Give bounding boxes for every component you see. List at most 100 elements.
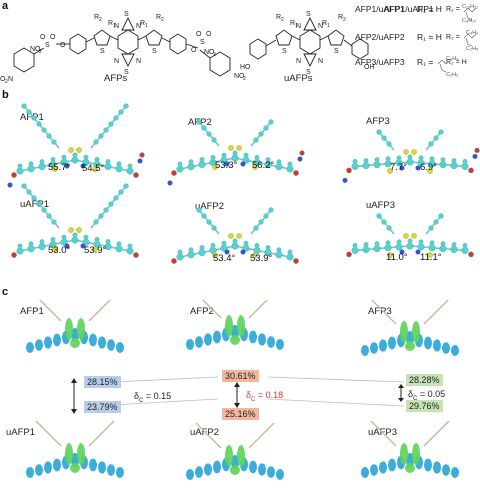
alkyl-bond <box>385 435 392 442</box>
molecule-model-5 <box>171 207 299 264</box>
panel-a-letter: a <box>2 0 9 12</box>
cyan-lobe <box>442 342 450 354</box>
carbon-atom <box>196 119 202 125</box>
sulfur-atom <box>427 252 433 258</box>
green-lobe <box>230 465 240 475</box>
svg-text:NO: NO <box>204 49 215 56</box>
sulfur-atom <box>92 166 98 172</box>
carbon-atom <box>376 129 382 135</box>
sulfur-atom <box>411 233 417 239</box>
carbon-atom <box>21 183 27 189</box>
svg-text:NO: NO <box>30 46 41 53</box>
svg-text:R: R <box>276 14 281 21</box>
svg-text:O: O <box>60 42 66 49</box>
svg-text:R: R <box>290 20 295 27</box>
carbon-atom <box>268 119 274 125</box>
sulfur-atom <box>68 147 74 153</box>
cyan-lobe <box>89 458 97 472</box>
sulfur-atom <box>228 233 234 239</box>
cyan-lobe <box>35 464 43 476</box>
nitrogen-atom <box>64 243 70 249</box>
oxygen-atom <box>468 167 474 174</box>
alkyl-bond <box>215 442 222 449</box>
svg-text:O: O <box>206 31 212 38</box>
alkyl-bond <box>423 440 430 447</box>
oxygen-atom <box>468 251 474 258</box>
sulfur-atom <box>92 246 98 252</box>
cyan-lobe <box>388 458 396 472</box>
nitrogen-atom <box>472 153 478 159</box>
cyan-lobe <box>370 342 378 354</box>
alkyl-bond <box>98 430 105 437</box>
svg-text:O: O <box>196 31 202 38</box>
cyan-lobe <box>361 345 369 356</box>
afps-atom-n2: N <box>136 23 141 30</box>
alkyl-bond <box>205 432 212 439</box>
uafps-thiophene-right <box>327 29 345 46</box>
green-lobe <box>400 321 408 343</box>
label-uafps: uAFPs <box>284 73 313 84</box>
afps-thiophene-right <box>145 29 163 46</box>
molecule-model-1 <box>7 103 145 188</box>
alkyl-bond <box>438 303 445 310</box>
cyan-lobe <box>53 333 61 347</box>
cyan-lobe <box>204 463 212 476</box>
alkyl-bond <box>253 437 260 444</box>
sulfur-atom <box>76 147 82 153</box>
legend-row-2-r2: R₂ = <box>446 34 460 41</box>
afps-sulfonyl-right: O <box>191 47 197 54</box>
svg-text:O: O <box>40 34 46 41</box>
legend-row-1-pair: AFP1/uAFP1 <box>355 4 405 14</box>
afps-atom-n1: N <box>114 23 119 30</box>
panel-c-connectors <box>111 376 405 407</box>
panel-c-letter: c <box>2 286 9 298</box>
cyan-lobe <box>53 458 61 472</box>
alkyl-bond <box>50 310 57 317</box>
sulfur-atom <box>236 145 242 151</box>
pct-uafp3: 29.76% <box>406 400 443 412</box>
afps-atom-s-right: S <box>152 48 157 55</box>
carbon-atom <box>196 207 202 213</box>
sulfur-atom <box>387 252 393 258</box>
alkyl-bond <box>50 435 57 442</box>
green-lobe <box>405 341 415 351</box>
green-lobe <box>412 321 420 343</box>
label-uafp3: uAFP3 <box>366 200 396 211</box>
oxygen-atom <box>293 258 299 264</box>
label-afps: AFPs <box>104 73 128 84</box>
angle-afp3-right: 6.9° <box>420 162 438 173</box>
cyan-lobe <box>116 467 124 478</box>
cyan-lobe <box>35 339 43 351</box>
cyan-lobe <box>186 339 194 350</box>
carbon-atom <box>438 129 444 135</box>
afps-sulfonyl-left: S <box>45 42 50 49</box>
uafps-phenol-left <box>249 38 267 60</box>
alkyl-bond <box>202 300 207 304</box>
alkyl-bond <box>40 425 47 432</box>
green-lobe <box>230 335 240 345</box>
afps-atom-n4: N <box>136 58 141 65</box>
alkyl-bond <box>370 420 377 427</box>
alkyl-bond <box>45 305 52 312</box>
svg-text:N: N <box>318 23 323 30</box>
alkyl-bond <box>210 307 217 314</box>
legend-row-1-r2: R₂ = <box>446 6 460 13</box>
cyan-lobe <box>276 339 284 350</box>
molecule-model-3 <box>342 129 480 183</box>
afps-nitro-left-1: O <box>0 76 6 83</box>
cyan-lobe <box>44 461 52 474</box>
green-lobe <box>70 463 80 473</box>
green-lobe <box>412 443 420 465</box>
alkyl-bond <box>88 440 95 447</box>
svg-text:S: S <box>306 11 311 18</box>
cyan-lobe <box>195 336 203 348</box>
svg-text:2: 2 <box>39 49 42 55</box>
cyan-lobe <box>89 333 97 347</box>
green-lobe <box>65 318 73 340</box>
afps-atom-s-left: S <box>100 48 105 55</box>
cyan-lobe <box>26 342 34 353</box>
cyan-lobe <box>116 342 124 353</box>
sulfur-atom <box>52 246 58 252</box>
alkyl-bond <box>108 300 111 302</box>
uafps-phenol-right <box>351 38 369 60</box>
